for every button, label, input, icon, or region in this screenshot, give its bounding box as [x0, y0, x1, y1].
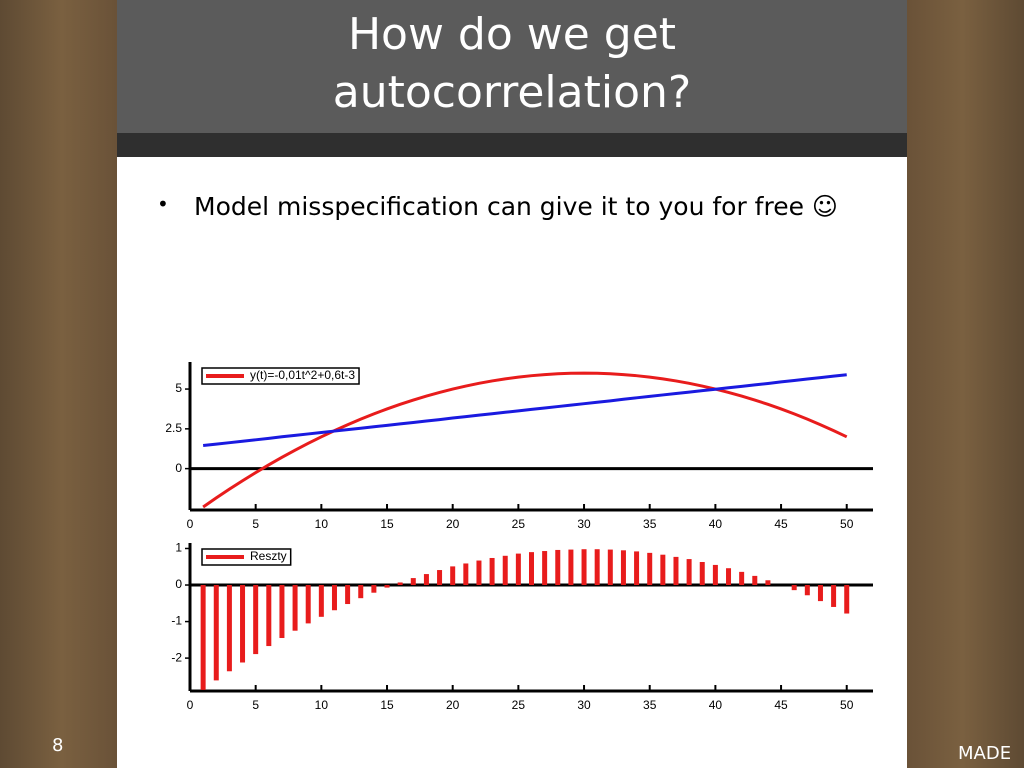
bar	[765, 580, 771, 586]
legend-box	[201, 367, 360, 385]
y-tick-label: 5	[175, 381, 182, 395]
title-strip	[117, 133, 907, 157]
bar	[371, 585, 377, 593]
x-tick-label: 30	[577, 517, 591, 531]
bar	[686, 559, 692, 586]
x-tick-label: 35	[643, 517, 657, 531]
bar	[331, 585, 337, 611]
bar	[542, 551, 548, 586]
bar	[647, 552, 653, 586]
y-tick-label: 2.5	[165, 421, 182, 435]
bar	[568, 549, 574, 586]
bar	[555, 549, 561, 586]
x-tick-label: 25	[512, 698, 526, 712]
bar	[213, 585, 219, 681]
bar	[752, 575, 758, 586]
bar	[515, 553, 521, 586]
bar	[397, 582, 403, 586]
x-tick-label: 10	[315, 517, 329, 531]
line-series	[202, 373, 847, 448]
slide-title: How do we get autocorrelation?	[332, 9, 692, 118]
bar	[844, 585, 850, 614]
y-tick-label: 0	[175, 577, 182, 591]
bar	[200, 585, 206, 690]
bar	[423, 574, 429, 586]
bar	[240, 585, 246, 663]
bar	[318, 585, 324, 617]
bar	[305, 585, 311, 624]
bar	[594, 549, 600, 586]
legend-label: y(t)=-0,01t^2+0,6t-3	[250, 368, 355, 382]
line-series	[202, 371, 848, 509]
bar	[791, 585, 797, 591]
bar	[292, 585, 298, 631]
bar	[620, 550, 626, 586]
bar	[226, 585, 232, 672]
x-tick-label: 5	[252, 517, 259, 531]
bar	[831, 585, 837, 607]
bar	[410, 578, 416, 586]
x-tick-label: 25	[512, 517, 526, 531]
bar	[804, 585, 810, 596]
legend-label: Reszty	[250, 549, 287, 563]
bar	[726, 568, 732, 586]
bar	[660, 554, 666, 586]
bar	[529, 552, 534, 586]
x-tick-label: 10	[315, 698, 329, 712]
y-tick-label: 0	[175, 461, 182, 475]
x-tick-label: 5	[252, 698, 259, 712]
bar	[253, 585, 259, 655]
page-number: 8	[52, 735, 64, 756]
bar	[489, 557, 495, 586]
bar	[739, 571, 745, 586]
bar	[634, 551, 640, 586]
legend-box	[201, 548, 292, 566]
x-tick-label: 0	[187, 517, 194, 531]
bar	[266, 585, 272, 647]
bullet-dot: •	[157, 192, 169, 216]
bar	[712, 564, 718, 586]
x-tick-label: 35	[643, 698, 657, 712]
bar	[699, 562, 705, 586]
x-tick-label: 15	[380, 517, 394, 531]
x-tick-label: 45	[774, 517, 788, 531]
y-tick-label: -2	[171, 650, 182, 664]
bar	[279, 585, 285, 639]
x-tick-label: 15	[380, 698, 394, 712]
bar	[384, 585, 390, 588]
x-tick-label: 30	[577, 698, 591, 712]
bar	[476, 560, 482, 586]
x-tick-label: 50	[840, 517, 854, 531]
bar	[502, 555, 508, 586]
bar	[817, 585, 823, 602]
bar	[450, 566, 456, 586]
bar	[358, 585, 364, 599]
x-tick-label: 45	[774, 698, 788, 712]
bar	[437, 570, 443, 586]
x-tick-label: 40	[709, 698, 723, 712]
x-tick-label: 20	[446, 517, 460, 531]
x-tick-label: 40	[709, 517, 723, 531]
bullet-text: Model misspecification can give it to yo…	[194, 192, 838, 221]
footer: MADE	[958, 743, 1012, 764]
bar	[463, 563, 469, 586]
x-tick-label: 50	[840, 698, 854, 712]
title-bar	[117, 0, 907, 133]
y-tick-label: -1	[171, 614, 182, 628]
bar	[607, 549, 613, 586]
x-tick-label: 20	[446, 698, 460, 712]
y-tick-label: 1	[175, 541, 182, 555]
bar	[581, 549, 587, 586]
bar	[345, 585, 351, 605]
x-tick-label: 0	[187, 698, 194, 712]
bar	[673, 556, 679, 586]
